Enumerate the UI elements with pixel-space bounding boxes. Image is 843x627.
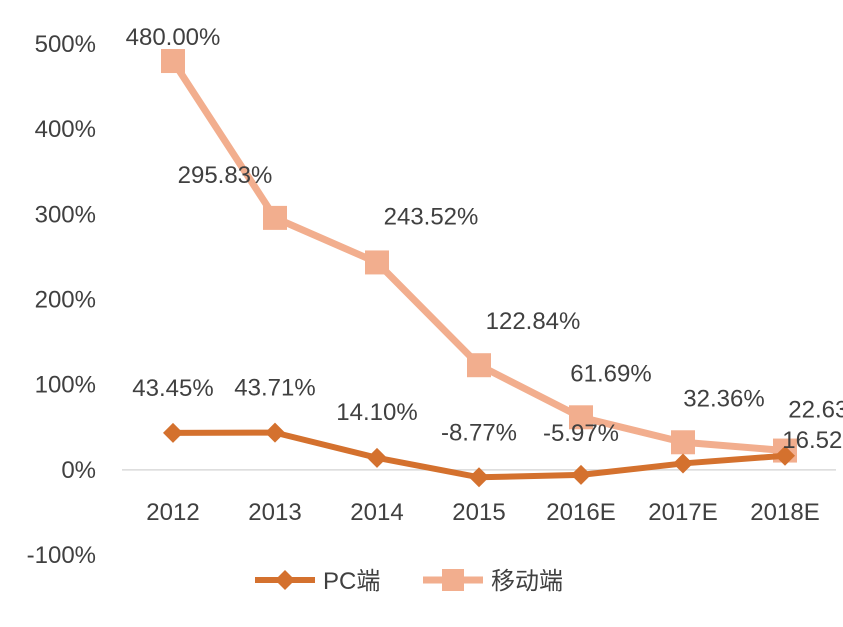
- x-tick-label: 2013: [248, 499, 301, 526]
- x-axis-ticks: 2012 2013 2014 2015 2016E 2017E 2018E: [146, 499, 819, 526]
- data-point-pc: [367, 447, 387, 468]
- data-point-pc: [163, 422, 183, 443]
- data-label: 16.52%: [782, 427, 843, 454]
- data-point-mobile: [671, 430, 695, 455]
- data-label: 43.45%: [132, 375, 213, 402]
- x-tick-label: 2014: [350, 499, 403, 526]
- data-label: 43.71%: [234, 375, 315, 402]
- data-point-mobile: [467, 353, 491, 378]
- x-tick-label: 2016E: [546, 499, 615, 526]
- data-point-pc: [571, 464, 591, 485]
- data-label: 295.83%: [178, 162, 273, 189]
- x-tick-label: 2012: [146, 499, 199, 526]
- data-label: 243.52%: [384, 203, 479, 230]
- data-point-pc: [265, 422, 285, 443]
- data-label: 14.10%: [336, 399, 417, 426]
- data-point-pc: [469, 467, 489, 488]
- series-layer: [161, 49, 797, 488]
- legend-label: 移动端: [491, 568, 563, 595]
- y-axis-ticks: -100% 0% 100% 200% 300% 400% 500%: [27, 31, 96, 569]
- data-label: 61.69%: [570, 360, 651, 387]
- data-label: 22.63%: [788, 397, 843, 424]
- data-label: -5.97%: [543, 420, 619, 447]
- y-tick-label: 500%: [35, 31, 96, 58]
- x-tick-label: 2017E: [648, 499, 717, 526]
- data-label: 480.00%: [126, 24, 221, 51]
- y-tick-label: -100%: [27, 542, 96, 569]
- legend: PC端 移动端: [255, 568, 563, 595]
- data-point-mobile: [263, 205, 287, 230]
- legend-swatch-marker: [442, 569, 464, 591]
- y-tick-label: 300%: [35, 201, 96, 228]
- data-label: 32.36%: [683, 385, 764, 412]
- data-point-mobile: [569, 405, 593, 430]
- x-tick-label: 2015: [452, 499, 505, 526]
- y-tick-label: 200%: [35, 287, 96, 314]
- data-point-mobile: [365, 250, 389, 275]
- data-point-mobile: [161, 49, 185, 74]
- y-tick-label: 100%: [35, 372, 96, 399]
- y-tick-label: 0%: [61, 457, 96, 484]
- data-point-pc: [673, 453, 693, 474]
- data-label: 122.84%: [486, 308, 581, 335]
- data-labels: 43.45% 43.71% 14.10% -8.77% -5.97% 16.52% 480.…: [126, 24, 843, 454]
- data-label: -8.77%: [441, 419, 517, 446]
- data-point-pc: [775, 445, 795, 466]
- legend-label: PC端: [323, 568, 380, 595]
- legend-swatch-marker: [275, 570, 295, 590]
- y-tick-label: 400%: [35, 116, 96, 143]
- x-tick-label: 2018E: [750, 499, 819, 526]
